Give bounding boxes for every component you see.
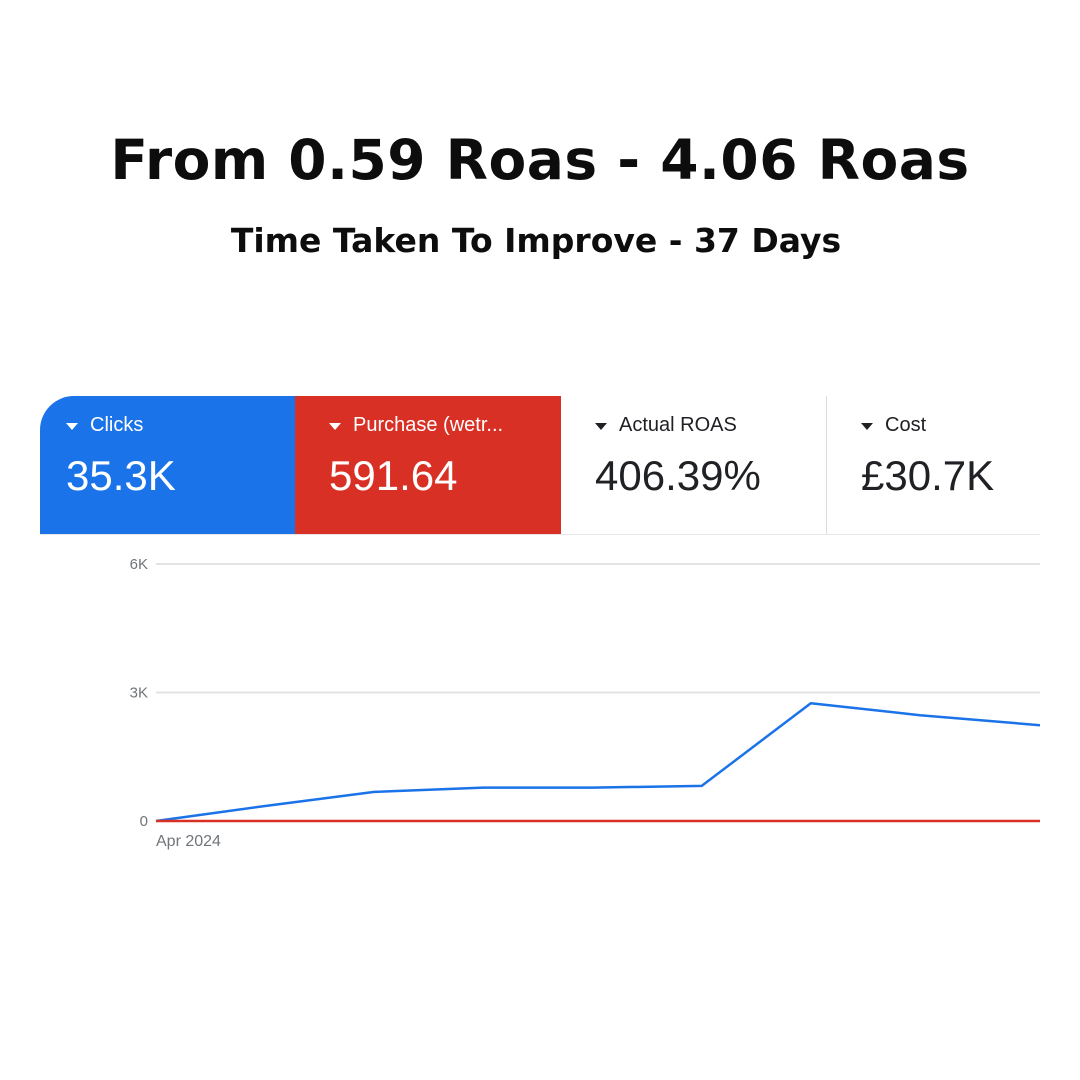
metric-label-actual-roas[interactable]: Actual ROAS [595, 414, 737, 437]
page-subheadline: Time Taken To Improve - 37 Days [230, 221, 842, 260]
metrics-divider [40, 534, 1040, 535]
metric-card-clicks[interactable]: Clicks 35.3K [40, 396, 295, 534]
line-chart: 6K 3K 0 Apr 2024 [100, 545, 1041, 865]
metric-label-text: Clicks [90, 414, 144, 436]
series-line-clicks [155, 701, 1041, 823]
metric-label-text: Actual ROAS [619, 414, 737, 436]
metric-value-purchase: 591.64 [329, 452, 458, 499]
dropdown-caret-icon [861, 422, 873, 430]
x-tick-label: Apr 2024 [156, 833, 221, 850]
y-tick-label: 6K [130, 556, 148, 573]
metric-label-text: Cost [885, 414, 927, 436]
metric-label-text: Purchase (wetr... [353, 414, 504, 436]
y-tick-label: 3K [130, 685, 148, 702]
dropdown-caret-icon [595, 422, 607, 430]
metric-label-cost[interactable]: Cost [861, 414, 926, 437]
dropdown-caret-icon [329, 422, 341, 430]
metric-label-clicks[interactable]: Clicks [66, 414, 143, 437]
metric-card-purchase[interactable]: Purchase (wetr... 591.64 [295, 396, 561, 534]
metric-value-clicks: 35.3K [66, 452, 176, 499]
metric-value-actual-roas: 406.39% [595, 452, 761, 499]
line-chart-svg: 6K 3K 0 Apr 2024 [130, 556, 1041, 850]
page-headline: From 0.59 Roas - 4.06 Roas [110, 128, 970, 192]
metric-card-cost[interactable]: Cost £30.7K [827, 396, 1040, 534]
metric-value-cost: £30.7K [861, 452, 995, 499]
metric-card-actual-roas[interactable]: Actual ROAS 406.39% [561, 396, 827, 534]
metric-cards: Clicks 35.3K Purchase (wetr... 591.64 Ac… [40, 396, 1040, 534]
metric-label-purchase[interactable]: Purchase (wetr... [329, 414, 503, 437]
y-tick-label: 0 [140, 813, 148, 830]
dropdown-caret-icon [66, 422, 78, 430]
